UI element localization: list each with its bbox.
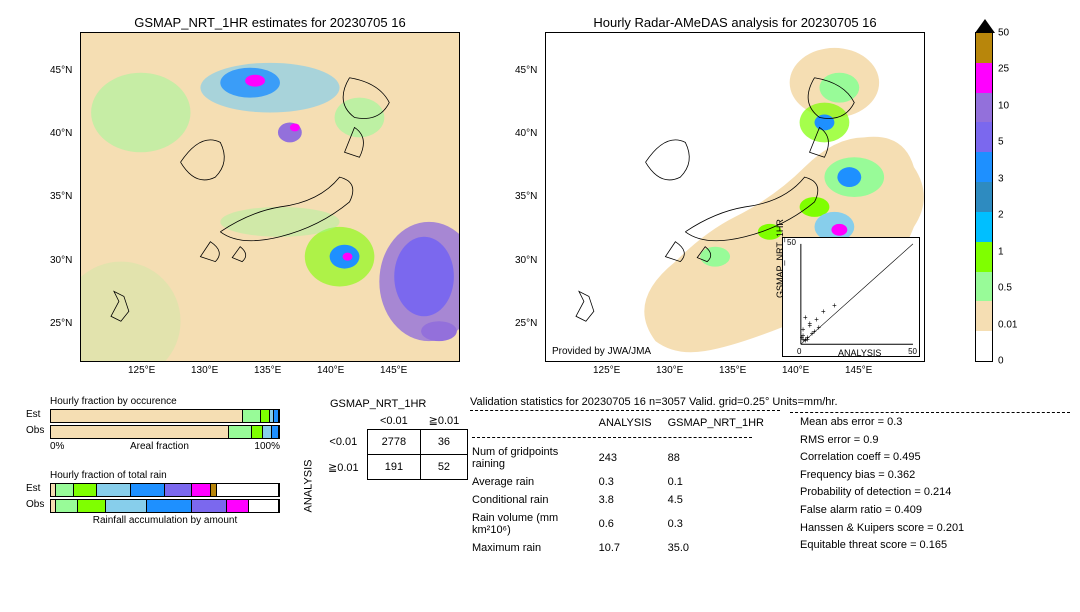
ct-10: 191 <box>367 455 420 480</box>
right-xtick-4: 145°E <box>845 365 872 376</box>
ct-01: 36 <box>421 430 468 455</box>
svg-text:+: + <box>821 307 826 316</box>
scatter-xlabel: ANALYSIS <box>838 348 881 358</box>
left-map-panel: GSMAP_NRT_1HR estimates for 20230705 16 <box>80 32 460 362</box>
contingency-side-label: ANALYSIS <box>303 460 315 513</box>
occurrence-bar-est <box>50 409 280 423</box>
svg-text:+: + <box>816 323 821 332</box>
occurrence-title: Hourly fraction by occurence <box>50 396 280 407</box>
svg-text:+: + <box>805 335 810 344</box>
right-map-title: Hourly Radar-AMeDAS analysis for 2023070… <box>546 15 924 30</box>
left-ytick-3: 40°N <box>50 128 72 139</box>
left-ytick-4: 45°N <box>50 65 72 76</box>
svg-text:+: + <box>832 301 837 310</box>
validation-title: Validation statistics for 20230705 16 n=… <box>470 396 780 408</box>
total-rain-bar-est <box>50 483 280 497</box>
contingency-table: <0.01≧0.01 <0.01277836 ≧0.0119152 <box>320 412 468 480</box>
left-xtick-3: 140°E <box>317 365 344 376</box>
right-ytick-2: 35°N <box>515 191 537 202</box>
right-ytick-1: 30°N <box>515 255 537 266</box>
svg-text:+: + <box>801 331 806 340</box>
total-rain-footer: Rainfall accumulation by amount <box>50 515 280 526</box>
left-ytick-0: 25°N <box>50 318 72 329</box>
ct-11: 52 <box>421 455 468 480</box>
left-xtick-4: 145°E <box>380 365 407 376</box>
scatter-inset: +++++++++++++++++ ANALYSIS GSMAP_NRT_1HR… <box>782 237 920 357</box>
map-credit: Provided by JWA/JMA <box>552 346 651 357</box>
validation-metrics: Mean abs error = 0.3RMS error = 0.9Corre… <box>800 414 964 555</box>
svg-text:+: + <box>808 319 813 328</box>
right-map-panel: Hourly Radar-AMeDAS analysis for 2023070… <box>545 32 925 362</box>
right-ytick-0: 25°N <box>515 318 537 329</box>
total-rain-title: Hourly fraction of total rain <box>50 470 280 481</box>
left-xtick-0: 125°E <box>128 365 155 376</box>
left-ytick-1: 30°N <box>50 255 72 266</box>
total-rain-bars: Hourly fraction of total rain Est Obs Ra… <box>50 470 280 528</box>
total-rain-bar-obs <box>50 499 280 513</box>
left-xtick-2: 135°E <box>254 365 281 376</box>
occurrence-bar-obs <box>50 425 280 439</box>
left-map-title: GSMAP_NRT_1HR estimates for 20230705 16 <box>81 15 459 30</box>
right-xtick-3: 140°E <box>782 365 809 376</box>
right-xtick-0: 125°E <box>593 365 620 376</box>
svg-text:+: + <box>812 327 817 336</box>
right-ytick-4: 45°N <box>515 65 537 76</box>
ct-00: 2778 <box>367 430 420 455</box>
left-ytick-2: 35°N <box>50 191 72 202</box>
right-xtick-1: 130°E <box>656 365 683 376</box>
right-ytick-3: 40°N <box>515 128 537 139</box>
colorbar: 50251053210.50.010 <box>975 32 993 362</box>
svg-text:+: + <box>814 315 819 324</box>
validation-stats: Validation statistics for 20230705 16 n=… <box>470 396 780 558</box>
right-xtick-2: 135°E <box>719 365 746 376</box>
validation-table: ANALYSISGSMAP_NRT_1HR Num of gridpoints … <box>470 413 780 558</box>
scatter-ylabel: GSMAP_NRT_1HR <box>775 219 785 298</box>
left-xtick-1: 130°E <box>191 365 218 376</box>
occurrence-bars: Hourly fraction by occurence Est Obs 0% … <box>50 396 280 452</box>
contingency-top-label: GSMAP_NRT_1HR <box>330 398 426 410</box>
